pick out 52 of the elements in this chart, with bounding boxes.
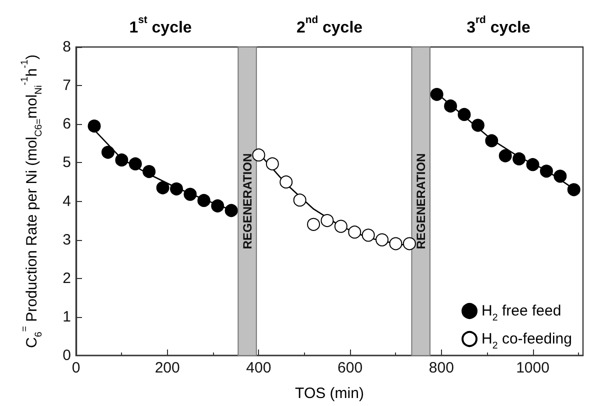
- x-tick-label: 1000: [516, 360, 550, 376]
- point: [334, 220, 348, 233]
- y-tick-label: 3: [62, 231, 71, 248]
- point: [362, 228, 375, 242]
- point: [444, 100, 458, 112]
- point: [320, 214, 334, 228]
- point: [156, 181, 170, 194]
- x-tick-label: 400: [246, 360, 272, 376]
- x-tick-label: 200: [154, 360, 180, 376]
- y-tick-label: 2: [62, 270, 71, 287]
- point: [348, 226, 362, 239]
- text: C6= Production Rate per Ni (molC6=molNi-1h-1): [20, 54, 44, 348]
- point: [88, 120, 101, 133]
- x-tick-label: 600: [338, 360, 363, 376]
- point: [458, 108, 471, 121]
- point: [512, 152, 526, 166]
- point: [389, 237, 402, 250]
- point: [266, 157, 279, 170]
- point: [402, 237, 416, 250]
- point: [142, 165, 156, 178]
- y-tick-label: 1: [62, 308, 71, 326]
- point: [280, 175, 293, 188]
- x-axis-title: TOS (min): [295, 385, 364, 402]
- point: [430, 88, 444, 101]
- band-label: REGENERATION: [414, 153, 428, 250]
- y-tick-label: 6: [62, 116, 71, 133]
- y-tick-label: 5: [62, 154, 71, 172]
- point: [115, 153, 128, 166]
- y-tick-label: 0: [62, 347, 71, 364]
- point: [376, 233, 389, 246]
- band-label: REGENERATION: [240, 153, 254, 250]
- point: [498, 149, 512, 162]
- point: [184, 188, 197, 201]
- point: [293, 194, 306, 207]
- point: [567, 183, 580, 196]
- point: [485, 134, 498, 148]
- y-tick-label: 7: [62, 77, 71, 94]
- point: [128, 157, 142, 170]
- point: [101, 146, 114, 159]
- point: [170, 182, 183, 196]
- point: [526, 158, 540, 172]
- x-tick-label: 800: [428, 360, 454, 376]
- point: [471, 118, 484, 132]
- point: [224, 204, 238, 217]
- point: [307, 218, 320, 231]
- point: [554, 170, 567, 183]
- point: [211, 199, 224, 212]
- y-tick-label: 4: [62, 192, 71, 210]
- y-tick-label: 8: [62, 38, 71, 56]
- point: [197, 194, 210, 207]
- point: [540, 164, 553, 178]
- point: [252, 148, 266, 162]
